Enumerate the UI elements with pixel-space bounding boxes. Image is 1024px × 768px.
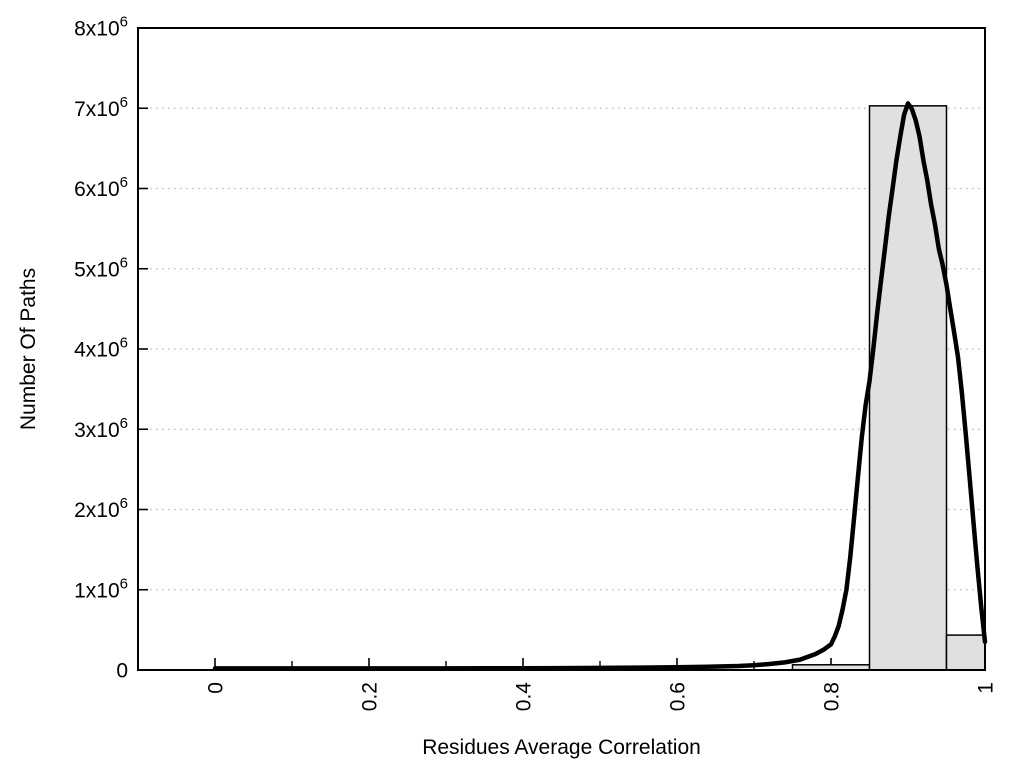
- histogram-bar: [868, 105, 948, 671]
- y-tick-label: 1x106: [74, 575, 128, 602]
- x-tick-label: 0.6: [667, 682, 690, 711]
- x-tick-label: 0: [205, 682, 228, 694]
- x-axis-title: Residues Average Correlation: [422, 736, 701, 759]
- x-tick-label: 0.2: [359, 682, 382, 711]
- y-axis-title: Number Of Paths: [17, 267, 40, 431]
- y-tick-label: 3x106: [74, 415, 128, 442]
- fit-curve: [212, 101, 988, 671]
- y-tick-label: 0: [116, 660, 128, 683]
- y-tick-label: 6x106: [74, 174, 128, 201]
- histogram-bar: [945, 634, 986, 671]
- plot-border: [137, 27, 986, 671]
- x-tick-label: 0.4: [513, 682, 536, 712]
- x-tick-label: 1: [975, 682, 998, 694]
- y-tick-label: 5x106: [74, 254, 128, 281]
- y-tick-label: 2x106: [74, 495, 128, 522]
- y-tick-label: 8x106: [74, 14, 128, 41]
- y-tick-label: 7x106: [74, 94, 128, 121]
- x-tick-label: 0.8: [821, 682, 844, 711]
- y-tick-label: 4x106: [74, 335, 128, 362]
